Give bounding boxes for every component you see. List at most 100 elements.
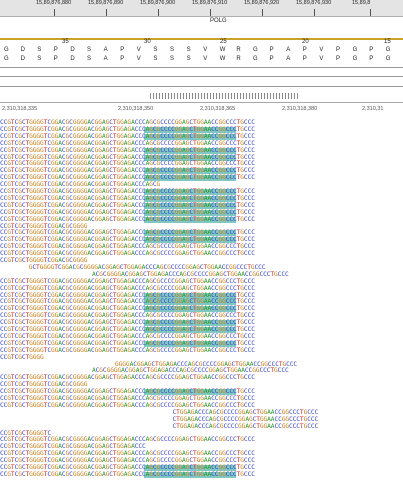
read-sequence[interactable]: CCGTCGCTGGGGTCGGACGCGGGGACGGAGCTGGAGACCC…	[0, 215, 255, 223]
read-sequence[interactable]: CCGTCGCTGGGGTCGGACGCGGGGACGGAGCTGGAGACCC…	[0, 229, 255, 237]
coordinate-label: 2,310,318,335	[2, 106, 38, 112]
read-sequence[interactable]: CCGTCGCTGGGGTCGGACGCGGGGACGGAGCTGGAGACCC…	[0, 194, 255, 202]
read-sequence[interactable]: CCGTCGCTGGGGTCGGACGCGGGGACGGAGCTGGAGACCC…	[0, 132, 255, 140]
read-sequence[interactable]: CCGTCGCTGGGGTCGGACGCGGGGACGGAGCTGGAGACCC…	[0, 401, 255, 409]
coordinate-row: 2,310,318,335 2,310,318,350 2,310,318,365 2…	[0, 104, 403, 116]
read-sequence[interactable]: CCGTCGCTGGGGTCGGACGCGGGGACGGAGCTGGAGACCC…	[0, 125, 255, 133]
read-sequence[interactable]: CCGTCGCTGGGGTCGGACGCGGGGACGGAGCTGGAGACCC…	[0, 284, 255, 292]
track-divider	[0, 86, 403, 87]
read-sequence[interactable]: CCGTCGCTGGGGTCGGACGCGGGG	[0, 222, 88, 230]
aa-position-number: 15	[384, 39, 391, 45]
amino-acid: S	[186, 56, 191, 62]
highlight-region	[143, 299, 236, 306]
read-sequence[interactable]: CCGTCGCTGGGGTCGGACGCGGGGACGGAGCTGGAGACCC…	[0, 346, 255, 354]
read-sequence[interactable]: CCGTCGCTGGGGTCGGACGCGGGGACGGAGCTGGAGACCC…	[0, 436, 255, 444]
read-sequence[interactable]: CCGTCGCTGGGGTCGGACGCGGGGACGGAGCTGGAGACCC…	[0, 243, 255, 251]
coverage-bar	[285, 93, 286, 99]
read-sequence[interactable]: CCGTCGCTGGGGTCGGACGCGGGGACGGAGCTGGAGACCC…	[0, 139, 255, 147]
read-sequence[interactable]: CCGTCGCTGGGGTCGGACGCGGGGACGGAGCTGGAGACCC…	[0, 457, 255, 465]
coverage-bar	[213, 93, 214, 99]
read-sequence[interactable]: GCTGGGGTCGGACGCGGGGACGGAGCTGGAGACCCAGCGC…	[28, 263, 266, 271]
genome-ruler[interactable]: 15,89,876,880 15,89,876,890 15,89,876,900 1…	[0, 0, 403, 17]
gene-track[interactable]: POLG	[0, 17, 403, 40]
read-sequence[interactable]: CCGTCGCTGGGGTCGGACGCGGGGACGGAGCTGGAGACCC…	[0, 326, 255, 333]
read-sequence[interactable]: CCGTCGCTGGGGTCGGACGCGGGGACGGAGCTGGAGACCC…	[0, 119, 255, 126]
alignment-reads-panel[interactable]: CCGTCGCTGGGGTCGGACGCGGGGACGGAGCTGGAGACCC…	[0, 116, 403, 500]
ruler-tick-label: 15,89,876,920	[244, 0, 280, 6]
read-sequence[interactable]: CCGTCGCTGGGGTCGGACGCGGGGACGGAGCTGGAGACCC…	[0, 250, 255, 258]
read-sequence[interactable]: ACGCGGGGACGGAGCTGGAGACCCAGCGCCCCGGAGCTGG…	[92, 367, 289, 375]
amino-acid: G	[4, 47, 9, 53]
coverage-track[interactable]	[0, 90, 403, 103]
amino-acid: V	[203, 47, 208, 53]
read-sequence[interactable]: CTGGAGACCCAGCGCCCCGGAGCTGGAACCGGCCCTGCCC	[172, 408, 319, 416]
coverage-bar	[294, 93, 295, 99]
coordinate-label: 2,310,318,350	[118, 106, 154, 112]
highlight-region	[143, 189, 236, 195]
read-sequence[interactable]: CCGTCGCTGGGGTCGGACGCGGGGACGGAGCTGGAGACCC	[0, 443, 146, 451]
coverage-bar	[222, 93, 223, 99]
read-sequence[interactable]: CCGTCGCTGGGGTCGGACGCGGGGACGGAGCTGGAGACCC…	[0, 319, 255, 327]
amino-acid: P	[302, 47, 307, 53]
ruler-tick	[106, 9, 107, 16]
read-sequence[interactable]: CCGTCGCTGGGGTCGGACGCGGGGACGGAGCTGGAGACCC…	[0, 236, 255, 244]
read-sequence[interactable]: CCGTCGCTGGGGTCGGACGCGGGGACGGAGCTGGAGACCC…	[0, 181, 161, 189]
coverage-bar	[276, 93, 277, 99]
read-sequence[interactable]: CCGTCGCTGGGGTCGGACGCGGGGACGGAGCTGGAGACCC…	[0, 312, 255, 320]
read-sequence[interactable]: CCGTCGCTGGGGTCGGACGCGGGGACGGAGCTGGAGACCC…	[0, 160, 255, 168]
read-sequence[interactable]: CCGTCGCTGGGGTCGGACGCGGGG	[0, 257, 88, 264]
read-sequence[interactable]: CCGTCGCTGGGGTCGGACGCGGGGACGGAGCTGGAGACCC…	[0, 174, 255, 182]
read-sequence[interactable]: CCGTCGCTGGGGTCGGACGCGGGGACGGAGCTGGAGACCC…	[0, 201, 255, 209]
coverage-bar	[249, 93, 250, 99]
read-sequence[interactable]: CCGTCGCTGGGGTCGGACGCGGGGACGGAGCTGGAGACCC…	[0, 153, 255, 161]
read-sequence[interactable]: CCGTCGCTGGGGTCGGACGCGGGGACGGAGCTGGAGACCC…	[0, 188, 255, 195]
aa-number-row: 35 30 25 20 15	[0, 39, 403, 47]
read-sequence[interactable]: CTGGAGACCCAGCGCCCCGGAGCTGGAACCGGCCCTGCCC	[172, 415, 319, 423]
amino-acid: D	[70, 47, 75, 53]
read-sequence[interactable]: CCGTCGCTGGGGTCGGACGCGGGGACGGAGCTGGAGACCC…	[0, 388, 255, 396]
read-sequence[interactable]: ACGCGGGGACGGAGCTGGAGACCCAGCGCCCCGGAGCTGG…	[92, 270, 289, 278]
amino-acid: D	[20, 56, 25, 62]
read-sequence[interactable]: CCGTCGCTGGGGTCGGACGCGGGGACGGAGCTGGAGACCC…	[0, 298, 255, 306]
read-sequence[interactable]: CTGGAGACCCAGCGCCCCGGAGCTGGAACCGGCCCTGCCC	[172, 422, 319, 430]
read-sequence[interactable]: CCGTCGCTGGGG	[0, 353, 44, 361]
amino-acid: P	[269, 56, 274, 62]
coverage-bar	[168, 93, 169, 99]
read-sequence[interactable]: CCGTCGCTGGGGTCGGACGCGGGGACGGAGCTGGAGACCC…	[0, 208, 255, 216]
amino-acid: P	[336, 47, 341, 53]
highlight-region	[143, 216, 236, 223]
amino-acid: A	[286, 47, 291, 53]
amino-acid: G	[4, 56, 9, 62]
read-sequence[interactable]: CCGTCGCTGGGGTCGGACGCGGGGACGGAGCTGGAGACCC…	[0, 339, 255, 347]
read-sequence[interactable]: CCGTCGCTGGGGTCGGACGCGGGGACGGAGCTGGAGACCC…	[0, 291, 255, 299]
amino-acid: W	[219, 47, 226, 53]
ruler-tick	[370, 9, 371, 16]
read-sequence[interactable]: CCGTCGCTGGGGTCGGACGCGGGGACGGAGCTGGAGACCC…	[0, 374, 255, 382]
read-sequence[interactable]: CCGTCGCTGGGGTCGGACGCGGGGACGGAGCTGGAGACCC…	[0, 167, 255, 175]
highlight-region	[143, 168, 236, 175]
coverage-bar	[210, 93, 211, 99]
amino-acid: G	[253, 56, 258, 62]
coverage-bar	[228, 93, 229, 99]
read-sequence[interactable]: CCGTCGCTGGGGTCGGACGCGGGGACGGAGCTGGAGACCC…	[0, 470, 255, 478]
read-sequence[interactable]: CCGTCGCTGGGGTCGGACGCGGGGACGGAGCTGGAGACCC…	[0, 277, 255, 285]
read-sequence[interactable]: CCGTCGCTGGGGTCGGACGCGGGGACGGAGCTGGAGACCC…	[0, 464, 255, 471]
coverage-bar	[267, 93, 268, 99]
read-sequence[interactable]: CCGTCGCTGGGGTC	[0, 429, 51, 437]
amino-acid: P	[369, 56, 374, 62]
read-sequence[interactable]: GGGGACGGAGCTGGAGACCCAGCGCCCCGGAGCTGGAACC…	[115, 360, 298, 368]
read-sequence[interactable]: CCGTCGCTGGGGTCGGACGCGGGGACGGAGCTGGAGACCC…	[0, 450, 255, 458]
read-sequence[interactable]: CCGTCGCTGGGGTCGGACGCGGGGACGGAGCTGGAGACCC…	[0, 395, 255, 402]
amino-acid: P	[369, 47, 374, 53]
coverage-bar	[252, 93, 253, 99]
read-sequence[interactable]: CCGTCGCTGGGGTCGGACGCGGGGACGGAGCTGGAGACCC…	[0, 332, 255, 340]
aa-position-number: 30	[144, 39, 151, 45]
read-sequence[interactable]: CCGTCGCTGGGGTCGGACGCGGGG	[0, 381, 88, 389]
read-sequence[interactable]: CCGTCGCTGGGGTCGGACGCGGGGACGGAGCTGGAGACCC…	[0, 146, 255, 154]
coverage-bar	[237, 93, 238, 99]
amino-acid: G	[352, 47, 358, 53]
highlight-region	[143, 209, 236, 216]
read-sequence[interactable]: CCGTCGCTGGGGTCGGACGCGGGGACGGAGCTGGAGACCC…	[0, 305, 255, 313]
coverage-bar	[282, 93, 283, 99]
